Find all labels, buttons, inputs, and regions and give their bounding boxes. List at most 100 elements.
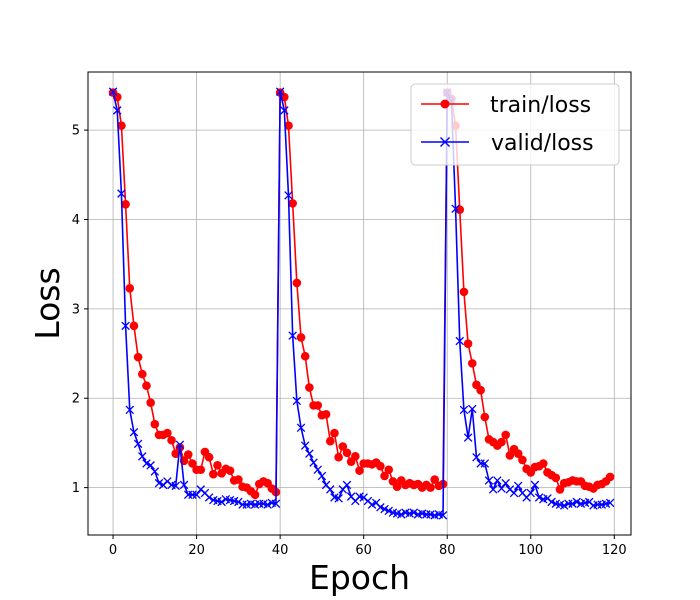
data-point (325, 436, 335, 446)
data-point (342, 480, 352, 490)
data-point (313, 465, 322, 475)
data-point (493, 476, 502, 485)
data-point (204, 493, 214, 502)
legend-valid-marker (440, 137, 450, 147)
data-point (459, 287, 469, 297)
data-point (551, 473, 561, 483)
data-point (192, 490, 201, 500)
data-point (468, 404, 477, 414)
data-point (451, 204, 460, 214)
data-point (129, 427, 139, 437)
y-tick-label: 1 (72, 481, 80, 496)
data-point (463, 433, 473, 442)
data-point (171, 449, 181, 458)
legend-train-label: train/loss (490, 93, 591, 118)
data-point (309, 458, 318, 467)
data-point (133, 439, 143, 449)
x-axis-title: Epoch (309, 558, 410, 597)
data-point (426, 483, 435, 492)
data-point (300, 441, 310, 450)
data-point (209, 469, 218, 479)
data-point (476, 385, 485, 395)
data-point (605, 472, 615, 482)
y-tick-label: 2 (72, 392, 80, 407)
data-point (538, 459, 548, 468)
data-point (292, 278, 302, 288)
x-tick-label: 40 (272, 543, 289, 558)
data-point (351, 452, 360, 461)
data-point (125, 284, 135, 293)
data-point (334, 452, 343, 462)
data-point (280, 106, 289, 115)
legend-valid-label: valid/loss (491, 131, 594, 156)
x-tick-label: 120 (602, 543, 627, 558)
data-point (142, 381, 151, 391)
data-point (108, 87, 118, 96)
data-point (138, 369, 147, 379)
data-point (171, 481, 180, 491)
data-point (330, 428, 339, 438)
data-point (188, 459, 197, 468)
data-point (509, 488, 519, 498)
x-tick-label: 0 (109, 543, 117, 558)
tick-layer: 0 20 40 60 80 100 120 1 2 3 4 5 (72, 124, 627, 558)
data-point (455, 336, 465, 346)
data-point (234, 497, 243, 507)
data-point (288, 199, 297, 208)
data-point (121, 321, 130, 331)
data-point (472, 452, 481, 462)
data-point (376, 461, 385, 471)
data-point (150, 467, 160, 476)
data-point (605, 498, 615, 508)
data-point (146, 398, 155, 408)
x-tick-label: 20 (188, 543, 205, 558)
data-point (338, 442, 348, 451)
data-point (234, 475, 243, 484)
plot-frame (87, 71, 632, 536)
data-point (305, 449, 314, 458)
data-point (480, 412, 490, 422)
data-point (484, 476, 494, 485)
data-point (480, 459, 490, 468)
data-point (497, 437, 506, 447)
data-point (125, 405, 135, 415)
data-point (213, 460, 222, 470)
data-point (296, 333, 306, 342)
data-point (321, 410, 331, 419)
data-point (497, 484, 506, 493)
data-point (513, 481, 523, 491)
legend: train/loss valid/loss (410, 83, 620, 166)
data-point (284, 121, 293, 130)
y-axis-title: Loss (28, 267, 67, 339)
data-point (501, 430, 510, 440)
data-point (284, 191, 293, 200)
data-point (217, 497, 226, 507)
data-point (430, 475, 439, 484)
data-point (133, 352, 143, 362)
data-point (150, 419, 160, 429)
data-point (355, 466, 364, 475)
data-point (305, 383, 314, 392)
data-point (196, 465, 206, 475)
data-point (275, 87, 285, 96)
data-point (117, 121, 126, 130)
data-point (555, 485, 565, 494)
data-point (313, 401, 323, 410)
series-1 (108, 87, 615, 520)
data-point (292, 396, 302, 406)
data-point (225, 466, 235, 475)
data-point (146, 461, 155, 470)
data-point (163, 428, 172, 438)
y-tick-label: 5 (72, 124, 80, 139)
legend-train-marker (440, 99, 450, 109)
data-point (526, 488, 536, 498)
data-point (250, 490, 260, 500)
data-point (271, 499, 281, 508)
data-point (175, 440, 185, 449)
y-tick-label: 3 (72, 302, 80, 317)
data-point (380, 471, 389, 481)
data-point (467, 359, 477, 368)
data-point (459, 405, 469, 415)
data-point (117, 189, 126, 198)
y-tick-label: 4 (72, 213, 80, 228)
